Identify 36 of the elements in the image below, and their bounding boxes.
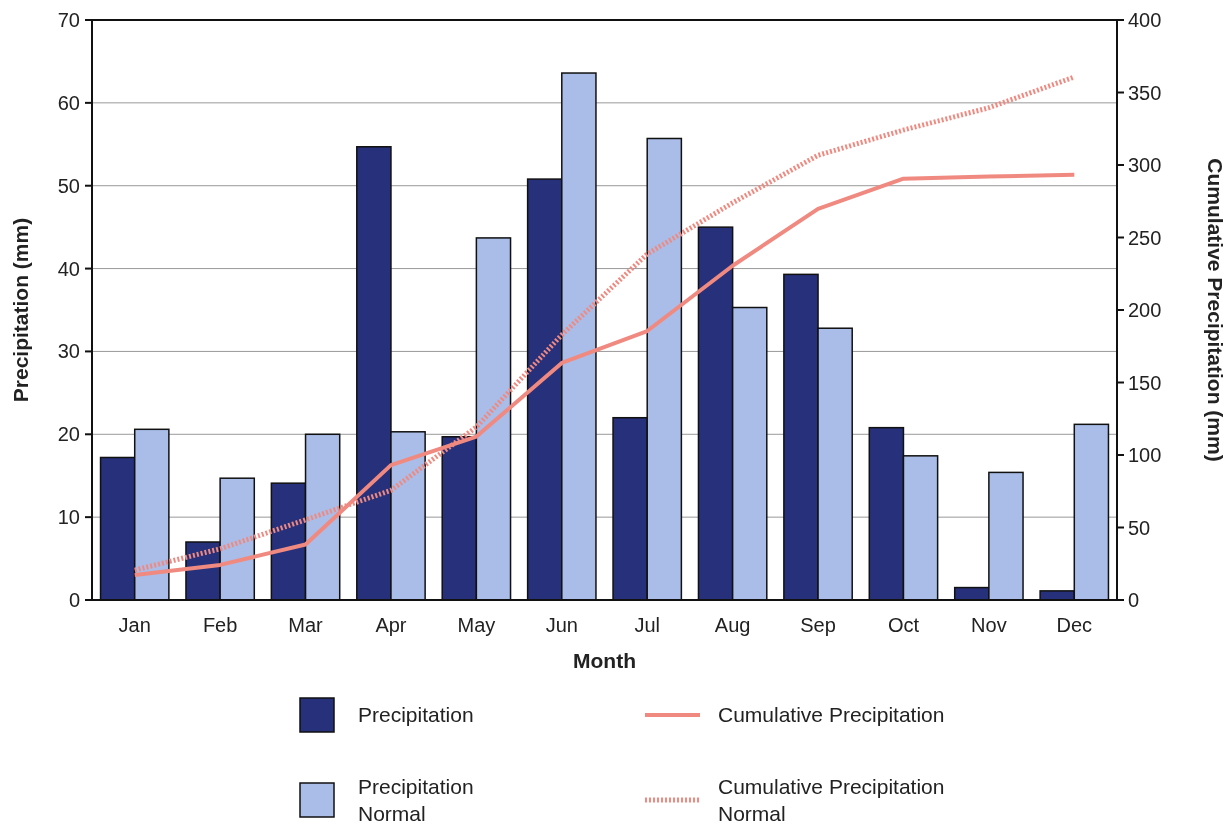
y-tick-label: 50 [57,174,80,197]
x-tick-label: Aug [714,614,751,636]
legend-label: Precipitation [358,703,474,727]
x-tick-label: Apr [375,614,407,636]
y-axis-title: Precipitation (mm) [9,217,32,403]
y-tick-label: 30 [57,340,80,363]
x-tick-label: Jul [634,614,660,636]
y2-tick-label: 100 [1128,444,1162,466]
y2-tick-label: 50 [1128,516,1151,539]
legend-label: Precipitation Normal [358,775,474,826]
y-tick-label: 70 [57,9,80,31]
legend-label: Cumulative Precipitation Normal [718,775,945,826]
y2-tick-label: 400 [1128,9,1162,31]
y-tick-label: 20 [57,423,80,446]
y2-tick-label: 250 [1128,226,1162,249]
x-tick-label: May [457,614,496,636]
y-tick-label: 10 [57,506,80,529]
x-tick-label: Mar [288,614,324,636]
x-tick-label: Sep [800,614,836,636]
x-tick-label: Dec [1056,614,1093,636]
x-tick-label: Jun [545,614,578,636]
y2-tick-label: 150 [1128,371,1162,394]
y2-tick-label: 0 [1128,589,1140,611]
y2-axis-title: Cumulative Precipitation (mm) [1204,158,1226,462]
x-tick-label: Jan [118,614,151,636]
y-tick-label: 40 [57,257,80,280]
x-axis-title: Month [573,649,636,672]
x-tick-label: Oct [887,614,920,636]
x-tick-label: Feb [202,614,238,636]
y2-tick-label: 300 [1128,154,1162,176]
x-tick-label: Nov [971,614,1007,636]
y2-tick-label: 200 [1128,299,1162,321]
legend-label: Cumulative Precipitation [718,703,945,727]
y-tick-label: 60 [57,91,80,114]
y-tick-label: 0 [68,589,80,611]
y2-tick-label: 350 [1128,81,1162,104]
